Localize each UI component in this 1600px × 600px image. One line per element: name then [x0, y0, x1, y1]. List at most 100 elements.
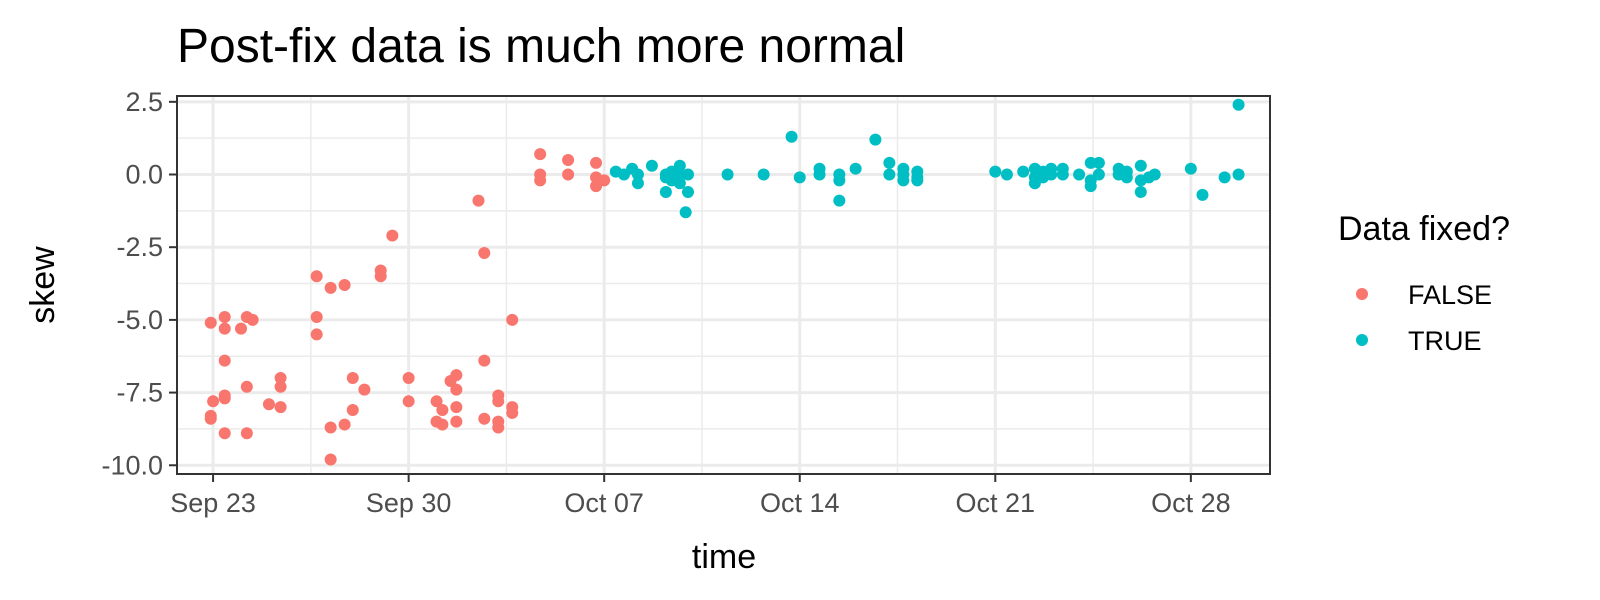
legend-label-false: FALSE	[1408, 280, 1492, 310]
y-tick-label: 2.5	[125, 87, 163, 117]
data-point	[1232, 98, 1245, 111]
data-point	[869, 133, 882, 146]
data-point	[492, 421, 505, 434]
data-point	[631, 168, 644, 181]
data-point	[562, 168, 575, 181]
plot-panel-border	[176, 95, 1271, 475]
data-point	[757, 168, 770, 181]
data-point	[338, 418, 351, 431]
data-point	[310, 328, 323, 341]
data-point	[310, 310, 323, 323]
data-point	[1134, 185, 1147, 198]
data-point	[1218, 171, 1231, 184]
data-point	[506, 313, 519, 326]
data-point	[346, 404, 359, 417]
legend-label-true: TRUE	[1408, 326, 1482, 356]
data-point	[1084, 180, 1097, 193]
data-point	[218, 392, 231, 405]
data-point	[204, 412, 217, 425]
data-point	[436, 404, 449, 417]
data-point	[450, 401, 463, 414]
y-tick-label: -7.5	[116, 378, 163, 408]
data-point	[402, 372, 415, 385]
x-tick-label: Oct 21	[956, 488, 1036, 518]
data-point	[534, 174, 547, 187]
data-point	[883, 156, 896, 169]
data-point	[833, 174, 846, 187]
data-point	[833, 194, 846, 207]
data-point	[472, 194, 485, 207]
y-axis-title: skew	[24, 246, 62, 324]
data-point	[324, 421, 337, 434]
data-point	[1196, 188, 1209, 201]
data-point	[673, 177, 686, 190]
data-point	[679, 206, 692, 219]
data-point	[478, 412, 491, 425]
data-point	[1056, 168, 1069, 181]
data-point	[1017, 165, 1030, 178]
data-point	[310, 270, 323, 283]
data-point	[590, 156, 603, 169]
data-point	[1134, 159, 1147, 172]
x-tick-label: Oct 07	[564, 488, 644, 518]
data-point	[218, 322, 231, 335]
series-true	[609, 98, 1245, 219]
y-tick-label: -2.5	[116, 232, 163, 262]
data-point	[598, 174, 611, 187]
data-point	[386, 229, 399, 242]
data-point	[478, 247, 491, 260]
x-tick-label: Sep 30	[366, 488, 452, 518]
x-tick-label: Oct 28	[1151, 488, 1231, 518]
data-point	[911, 174, 924, 187]
data-point	[324, 453, 337, 466]
legend-key-false	[1356, 288, 1368, 300]
data-point	[1232, 168, 1245, 181]
data-point	[681, 168, 694, 181]
data-point	[346, 372, 359, 385]
data-point	[1120, 171, 1133, 184]
data-point	[989, 165, 1002, 178]
legend-title: Data fixed?	[1338, 210, 1510, 248]
y-axis-ticks: 2.5 0.0 -2.5 -5.0 -7.5 -10.0	[101, 87, 177, 480]
data-point	[631, 177, 644, 190]
data-point	[897, 174, 910, 187]
data-point	[324, 281, 337, 294]
x-axis-ticks: Sep 23 Sep 30 Oct 07 Oct 14 Oct 21 Oct 28	[170, 474, 1231, 518]
data-point	[430, 395, 443, 408]
data-point	[218, 354, 231, 367]
data-point	[1184, 162, 1197, 175]
data-point	[274, 372, 287, 385]
data-point	[246, 313, 259, 326]
legend-items: FALSE TRUE	[1356, 280, 1492, 356]
data-point	[240, 380, 253, 393]
data-point	[1148, 168, 1161, 181]
y-tick-label: -10.0	[101, 450, 163, 480]
data-point	[274, 380, 287, 393]
data-point	[506, 401, 519, 414]
chart-title: Post-fix data is much more normal	[177, 20, 905, 73]
data-point	[207, 395, 220, 408]
data-point	[374, 270, 387, 283]
data-point	[1045, 168, 1058, 181]
data-point	[450, 415, 463, 428]
x-tick-label: Sep 23	[170, 488, 256, 518]
data-point	[562, 153, 575, 166]
data-point	[849, 162, 862, 175]
data-point	[681, 185, 694, 198]
data-point	[1073, 168, 1086, 181]
data-point	[235, 322, 248, 335]
data-point	[1092, 156, 1105, 169]
data-point	[262, 398, 275, 411]
data-point	[338, 279, 351, 291]
data-point	[240, 427, 253, 440]
data-point	[883, 168, 896, 181]
data-point	[204, 316, 217, 329]
data-points	[204, 98, 1245, 466]
x-axis-title: time	[692, 538, 756, 576]
data-point	[673, 159, 686, 172]
data-point	[645, 159, 658, 172]
data-point	[1092, 168, 1105, 181]
data-point	[218, 427, 231, 440]
data-point	[813, 162, 826, 175]
